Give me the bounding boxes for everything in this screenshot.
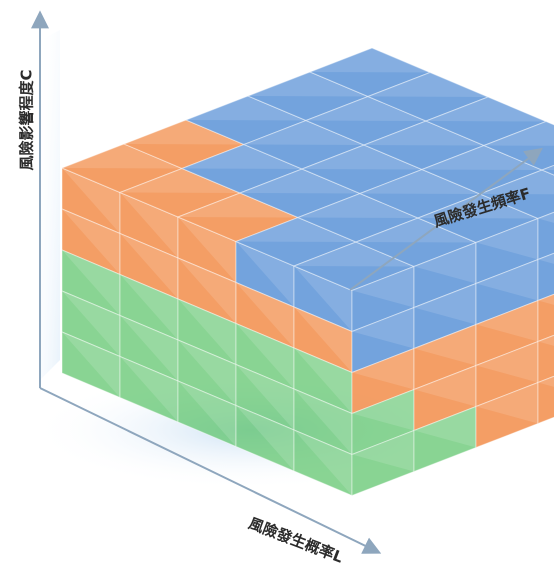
right-face-cell-sheen [414,242,476,284]
left-face-cell-sheen [120,315,178,381]
left-face-cell-sheen [236,241,294,307]
top-face-cell-sheen [244,120,364,145]
back-wall [40,30,60,380]
top-face-cell-sheen [364,121,484,146]
right-face-cell [537,375,554,425]
right-face-cell-sheen [352,307,414,349]
left-face-cell-sheen [62,168,120,234]
top-face-cell-sheen [360,169,480,194]
left-face-cell-sheen [62,291,120,357]
frequency-axis [349,147,543,291]
left-face-cell-sheen [178,217,236,283]
right-face-cell-sheen [476,341,538,383]
left-face-cell-sheen [62,250,120,316]
top-face-cell-sheen [178,193,298,218]
top-face-cell-sheen [368,72,488,97]
left-face-cell-sheen [236,364,294,430]
likelihood-axis [39,387,382,554]
top-face-cell-sheen [418,194,538,219]
right-face-cell-sheen [476,259,538,301]
right-face-cell [537,211,554,261]
top-face-cell-sheen [484,121,554,146]
left-face-cell-sheen [294,389,352,455]
left-face-cell-sheen [236,405,294,471]
top-face-cell-sheen [240,169,360,194]
right-face-cell-sheen [476,218,538,260]
top-face-cell-sheen [248,72,368,97]
left-face-cell-sheen [120,233,178,299]
right-face-cell-sheen [352,389,414,431]
top-face-cell-sheen [182,144,302,169]
right-face-cell-sheen [538,212,554,223]
right-face-cell-sheen [352,266,414,308]
right-face-cell-sheen [476,382,538,424]
right-face-cell-sheen [352,430,414,472]
consequence-axis-label: 風險影響程度C [17,69,36,171]
top-face-cell-sheen [542,165,554,171]
left-face-cell-sheen [120,356,178,422]
right-face-cell-sheen [538,253,554,264]
left-face-cell-sheen [294,430,352,496]
cube-cells [60,47,554,497]
left-face-cell-sheen [62,209,120,275]
top-face-cell-sheen [310,48,430,73]
top-face-cell-sheen [62,144,182,169]
top-face-cell [478,169,554,220]
top-face-cell-sheen [302,145,422,170]
left-face-cell-sheen [178,258,236,324]
left-face-cell-sheen [120,192,178,258]
top-face-cell [540,164,554,176]
top-face-cell-sheen [306,96,426,121]
top-face-cell-sheen [236,217,356,242]
top-face-cell-sheen [422,145,542,170]
right-face-cell [537,252,554,302]
left-face-cell-sheen [62,332,120,398]
right-face-cell-sheen [538,294,554,305]
right-face-cell-sheen [414,283,476,325]
left-face-cell-sheen [294,348,352,414]
left-face-cell-sheen [236,282,294,348]
top-face-cell-sheen [356,218,476,243]
right-face-cell [537,334,554,384]
right-face-cell [537,293,554,343]
right-face-cell-sheen [538,376,554,387]
left-face-cell-sheen [120,274,178,340]
top-face-cell-sheen [480,170,554,195]
right-face-cell-sheen [414,365,476,407]
right-face-cell-sheen [352,348,414,390]
right-face-cell-sheen [414,406,476,448]
right-face-cell-sheen [414,324,476,366]
top-face-cell-sheen [124,120,244,145]
left-face-cell-sheen [294,307,352,373]
right-face-cell-sheen [476,300,538,342]
top-face-cell-sheen [426,97,546,122]
top-face-cell-sheen [298,193,418,218]
left-face-cell-sheen [178,340,236,406]
top-face-cell-sheen [120,168,240,193]
left-face-cell-sheen [178,381,236,447]
top-face-cell-sheen [186,96,306,121]
right-face-cell-sheen [538,335,554,346]
top-face-cell-sheen [294,242,414,267]
left-face-cell-sheen [178,299,236,365]
left-face-cell-sheen [236,323,294,389]
left-face-cell-sheen [294,266,352,332]
